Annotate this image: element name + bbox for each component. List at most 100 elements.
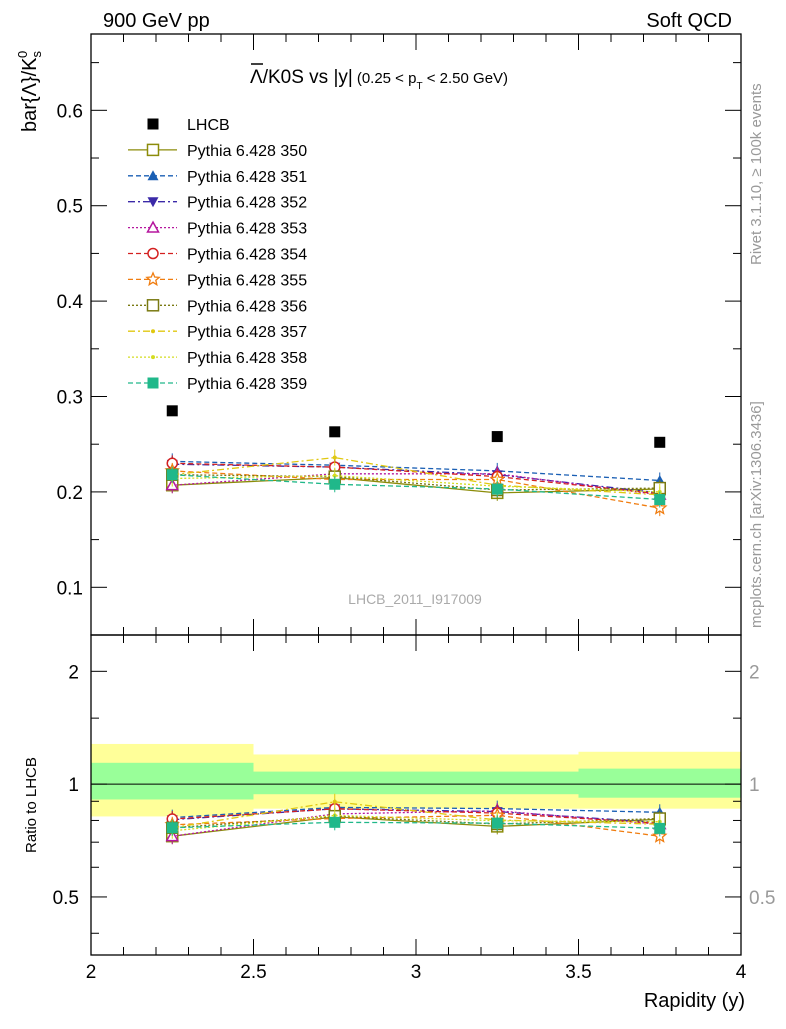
ratio-point <box>491 817 503 829</box>
legend-label: Pythia 6.428 358 <box>187 350 307 367</box>
ratio-point <box>166 822 178 834</box>
ratio-y-tick-label-right: 0.5 <box>749 888 775 909</box>
y-tick-label: 0.3 <box>57 388 83 409</box>
title-cond-a: (0.25 < p <box>357 70 417 87</box>
ratio-line <box>172 810 660 837</box>
legend-entry: Pythia 6.428 353 <box>128 220 307 238</box>
legend-entry: Pythia 6.428 352 <box>128 195 307 212</box>
ratio-point <box>332 799 337 804</box>
y-label-subscript: s <box>29 50 44 57</box>
series-point <box>332 455 337 460</box>
legend-marker <box>151 329 155 334</box>
series-line <box>172 474 660 491</box>
legend-marker <box>146 143 160 157</box>
ratio-y-axis-label: Ratio to LHCB <box>23 757 40 853</box>
legend-marker <box>147 377 159 389</box>
ratio-y-tick-label-right: 1 <box>749 775 760 796</box>
data-series <box>166 405 666 448</box>
ratio-line <box>172 801 660 829</box>
ratio-line <box>172 814 660 832</box>
ratio-y-tick-label-right: 2 <box>749 662 760 683</box>
data-point <box>654 436 666 448</box>
series-point <box>332 473 337 478</box>
legend-label: Pythia 6.428 359 <box>187 376 307 393</box>
y-tick-label: 0.1 <box>57 578 83 599</box>
ratio-line <box>172 806 660 819</box>
ratio-line <box>172 821 660 830</box>
data-point <box>166 405 178 417</box>
series-line <box>172 474 660 501</box>
uncertainty-band-inner <box>253 771 416 795</box>
legend-marker <box>146 299 160 312</box>
legend-label: Pythia 6.428 352 <box>187 195 307 212</box>
legend-label: LHCB <box>187 117 230 134</box>
legend-entry: Pythia 6.428 350 <box>128 143 307 160</box>
legend-entry: Pythia 6.428 355 <box>128 271 307 289</box>
legend-entry: Pythia 6.428 359 <box>128 376 307 393</box>
y-tick-label: 0.6 <box>57 101 83 122</box>
ratio-line <box>172 816 660 837</box>
series-line <box>172 470 660 509</box>
x-tick-label: 2 <box>86 962 97 983</box>
legend-marker <box>147 170 159 181</box>
main-y-axis-label: bar{Λ}/Ks0 <box>15 50 44 132</box>
header-left: 900 GeV pp <box>103 10 210 32</box>
legend: LHCB Pythia 6.428 350 Pythia 6.428 351 Pyth… <box>128 117 307 393</box>
series-352 <box>166 456 666 501</box>
ratio-y-tick-label: 1 <box>68 775 79 796</box>
series-point <box>166 469 178 481</box>
mcplots-label: mcplots.cern.ch [arXiv:1306.3436] <box>748 401 765 628</box>
ratio-line <box>172 815 660 829</box>
legend-entry: Pythia 6.428 357 <box>128 324 307 341</box>
ratio-point <box>329 816 341 828</box>
data-point <box>491 431 503 443</box>
legend-marker <box>145 271 161 287</box>
legend-marker <box>146 220 160 233</box>
series-359 <box>166 466 666 508</box>
title-lambda: Λ <box>250 67 263 88</box>
y-label-superscript: 0 <box>15 51 30 58</box>
data-point <box>329 426 341 438</box>
uncertainty-band-inner <box>91 762 254 800</box>
legend-marker <box>147 118 159 130</box>
x-tick-label: 2.5 <box>240 962 266 983</box>
legend-entry: Pythia 6.428 354 <box>128 247 307 264</box>
series-line <box>172 476 660 494</box>
main-panel: 0.1 0.2 0.3 0.4 0.5 0.6 <box>57 33 742 636</box>
ratio-y-tick-label: 2 <box>68 662 79 683</box>
series-line <box>172 475 660 493</box>
x-tick-label: 3.5 <box>565 962 591 983</box>
legend-label: Pythia 6.428 356 <box>187 298 307 315</box>
title-main: /K0S vs |y| <box>263 67 353 88</box>
rivet-label: Rivet 3.1.10, ≥ 100k events <box>748 83 765 265</box>
legend-label: Pythia 6.428 357 <box>187 324 307 341</box>
series-point <box>654 494 666 506</box>
title-cond-sub: T <box>416 81 422 92</box>
analysis-id: LHCB_2011_I917009 <box>348 591 482 607</box>
ratio-point <box>654 822 666 834</box>
series-point <box>491 483 503 495</box>
legend-marker <box>147 197 159 208</box>
x-axis-label: Rapidity (y) <box>644 990 745 1012</box>
legend-entry: LHCB <box>147 117 230 134</box>
legend-label: Pythia 6.428 350 <box>187 143 307 160</box>
x-tick-label: 4 <box>736 962 747 983</box>
series-line <box>172 460 660 482</box>
ratio-panel: 0.5 0.5 1 1 2 2 2 2.5 3 3.5 4 <box>53 634 775 983</box>
uncertainty-band-inner <box>416 771 579 795</box>
y-tick-label: 0.5 <box>57 197 83 218</box>
chart-title: Λ/K0S vs |y| (0.25 < pT < 2.50 GeV) <box>250 67 508 92</box>
series-line <box>172 456 660 496</box>
legend-marker <box>147 247 159 260</box>
header-right: Soft QCD <box>646 10 732 32</box>
y-tick-label: 0.4 <box>57 292 84 313</box>
legend-marker <box>151 355 155 360</box>
legend-label: Pythia 6.428 355 <box>187 272 307 289</box>
uncertainty-band-inner <box>578 768 741 798</box>
y-tick-label: 0.2 <box>57 483 83 504</box>
legend-entry: Pythia 6.428 358 <box>128 350 307 367</box>
ratio-series-359 <box>166 814 666 837</box>
ratio-y-tick-label: 0.5 <box>53 888 79 909</box>
legend-entry: Pythia 6.428 356 <box>128 298 307 315</box>
